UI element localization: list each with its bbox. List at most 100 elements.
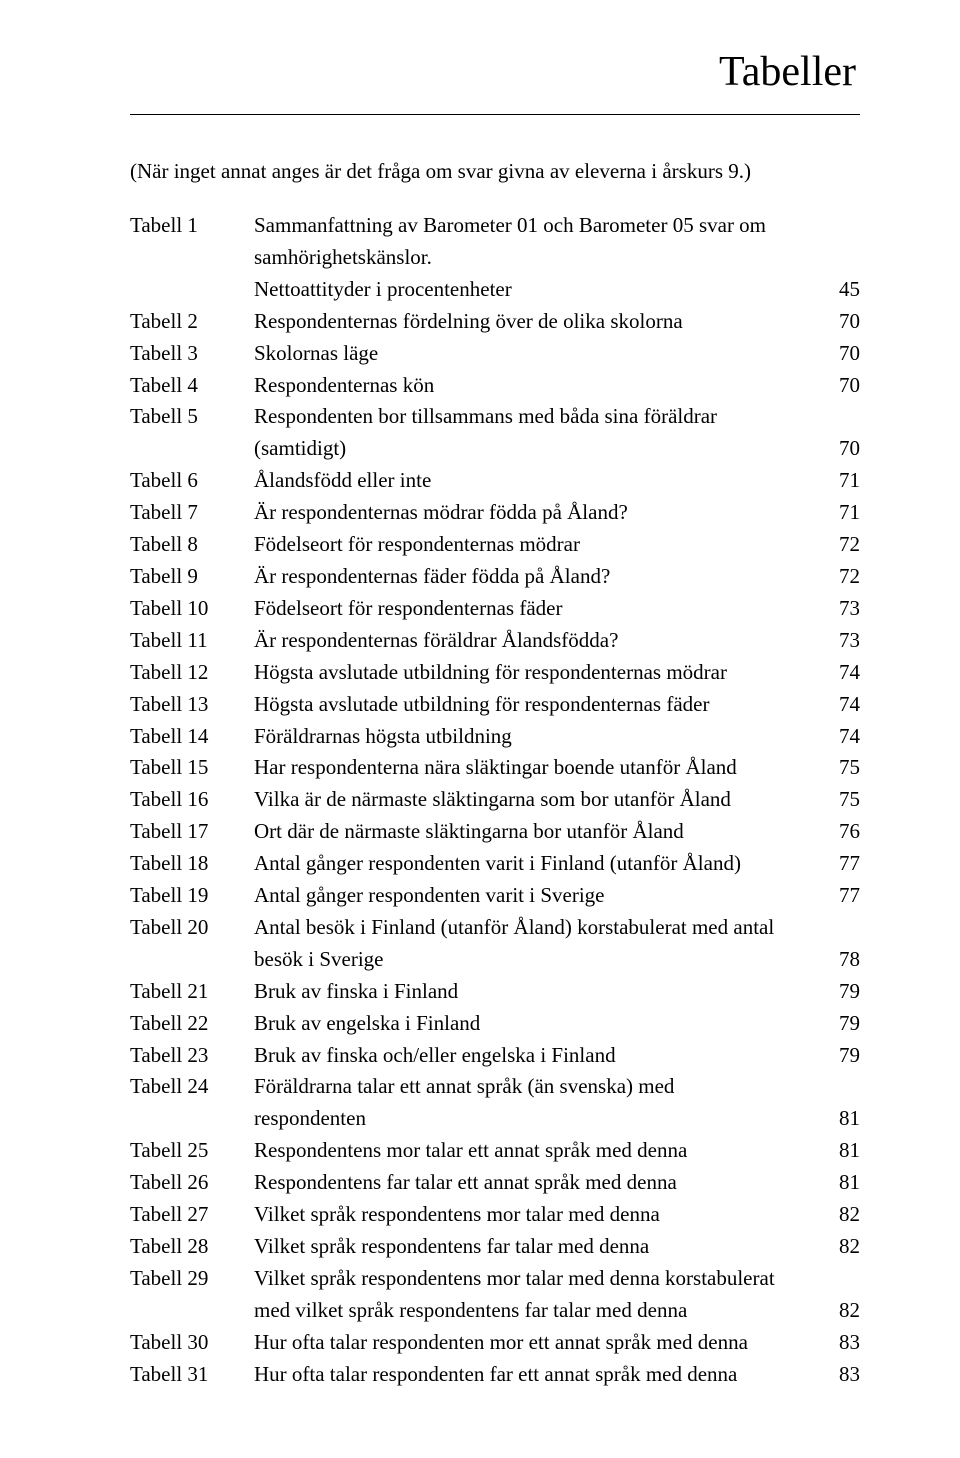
- toc-row-continuation: med vilket språk respondentens far talar…: [254, 1295, 860, 1327]
- toc-row: Tabell 1Sammanfattning av Barometer 01 o…: [130, 210, 860, 242]
- toc-desc: respondenten: [254, 1103, 826, 1135]
- toc-desc: Antal gånger respondenten varit i Finlan…: [254, 848, 826, 880]
- toc-desc: Hur ofta talar respondenten mor ett anna…: [254, 1327, 826, 1359]
- document-page: Tabeller (När inget annat anges är det f…: [0, 0, 960, 1458]
- toc-page: 74: [826, 721, 860, 753]
- toc-page: 72: [826, 529, 860, 561]
- toc-row: Tabell 12Högsta avslutade utbildning för…: [130, 657, 860, 689]
- toc-label: Tabell 14: [130, 721, 254, 753]
- toc-label: Tabell 5: [130, 401, 254, 433]
- toc-row: Tabell 5Respondenten bor tillsammans med…: [130, 401, 860, 433]
- toc-row: Tabell 24Föräldrarna talar ett annat spr…: [130, 1071, 860, 1103]
- toc-desc: Födelseort för respondenternas fäder: [254, 593, 826, 625]
- toc-page: 72: [826, 561, 860, 593]
- toc-page: 79: [826, 976, 860, 1008]
- toc-row: Tabell 4Respondenternas kön70: [130, 370, 860, 402]
- toc-page: [826, 242, 860, 274]
- toc-desc: Antal gånger respondenten varit i Sverig…: [254, 880, 826, 912]
- toc-desc: Är respondenternas föräldrar Ålandsfödda…: [254, 625, 826, 657]
- toc-desc: Vilket språk respondentens mor talar med…: [254, 1263, 826, 1295]
- toc-row: Tabell 17Ort där de närmaste släktingarn…: [130, 816, 860, 848]
- toc-label: Tabell 28: [130, 1231, 254, 1263]
- toc-label: Tabell 18: [130, 848, 254, 880]
- toc-label: Tabell 24: [130, 1071, 254, 1103]
- toc-label: Tabell 9: [130, 561, 254, 593]
- toc-label: Tabell 11: [130, 625, 254, 657]
- toc-desc: Födelseort för respondenternas mödrar: [254, 529, 826, 561]
- toc-label: Tabell 16: [130, 784, 254, 816]
- toc-label: Tabell 20: [130, 912, 254, 944]
- toc-page: 83: [826, 1327, 860, 1359]
- toc-row: Tabell 7Är respondenternas mödrar födda …: [130, 497, 860, 529]
- toc-page: 78: [826, 944, 860, 976]
- toc-row: Tabell 10Födelseort för respondenternas …: [130, 593, 860, 625]
- toc-label: Tabell 22: [130, 1008, 254, 1040]
- toc-row: Tabell 30Hur ofta talar respondenten mor…: [130, 1327, 860, 1359]
- toc-desc: Ålandsfödd eller inte: [254, 465, 826, 497]
- toc-page: 74: [826, 657, 860, 689]
- toc-page: 74: [826, 689, 860, 721]
- toc-label: Tabell 8: [130, 529, 254, 561]
- toc-row: Tabell 23Bruk av finska och/eller engels…: [130, 1040, 860, 1072]
- divider: [130, 114, 860, 115]
- toc-page: 81: [826, 1103, 860, 1135]
- toc-desc: Skolornas läge: [254, 338, 826, 370]
- toc-row: Tabell 15Har respondenterna nära släktin…: [130, 752, 860, 784]
- toc-page: 73: [826, 593, 860, 625]
- toc-label: Tabell 30: [130, 1327, 254, 1359]
- toc-label: Tabell 27: [130, 1199, 254, 1231]
- toc-label: Tabell 15: [130, 752, 254, 784]
- toc-page: 45: [826, 274, 860, 306]
- toc-page: 70: [826, 306, 860, 338]
- note-text: (När inget annat anges är det fråga om s…: [130, 159, 860, 184]
- toc-label: Tabell 19: [130, 880, 254, 912]
- toc-page: 82: [826, 1295, 860, 1327]
- toc-row: Tabell 25Respondentens mor talar ett ann…: [130, 1135, 860, 1167]
- toc-row-continuation: samhörighetskänslor.: [254, 242, 860, 274]
- toc-row-continuation: (samtidigt)70: [254, 433, 860, 465]
- toc-desc: Vilka är de närmaste släktingarna som bo…: [254, 784, 826, 816]
- toc-row: Tabell 6Ålandsfödd eller inte71: [130, 465, 860, 497]
- toc-row: Tabell 14Föräldrarnas högsta utbildning7…: [130, 721, 860, 753]
- toc-desc: Föräldrarnas högsta utbildning: [254, 721, 826, 753]
- toc-row: Tabell 3Skolornas läge70: [130, 338, 860, 370]
- toc-page: 77: [826, 848, 860, 880]
- toc-row: Tabell 2Respondenternas fördelning över …: [130, 306, 860, 338]
- toc-row: Tabell 31Hur ofta talar respondenten far…: [130, 1359, 860, 1391]
- toc-label: Tabell 6: [130, 465, 254, 497]
- toc-page: 70: [826, 338, 860, 370]
- toc-page: 83: [826, 1359, 860, 1391]
- toc-page: 70: [826, 370, 860, 402]
- toc-desc: Respondenternas fördelning över de olika…: [254, 306, 826, 338]
- toc-desc: Högsta avslutade utbildning för responde…: [254, 689, 826, 721]
- toc-row-continuation: besök i Sverige78: [254, 944, 860, 976]
- toc-desc: Bruk av engelska i Finland: [254, 1008, 826, 1040]
- toc-label: Tabell 1: [130, 210, 254, 242]
- page-title: Tabeller: [130, 48, 860, 96]
- toc-desc: Vilket språk respondentens far talar med…: [254, 1231, 826, 1263]
- toc-desc: Respondentens mor talar ett annat språk …: [254, 1135, 826, 1167]
- toc-row: Tabell 11Är respondenternas föräldrar Ål…: [130, 625, 860, 657]
- toc-label: Tabell 31: [130, 1359, 254, 1391]
- toc-desc: Högsta avslutade utbildning för responde…: [254, 657, 826, 689]
- toc-label: Tabell 29: [130, 1263, 254, 1295]
- toc-desc: Är respondenternas mödrar födda på Åland…: [254, 497, 826, 529]
- toc-label: Tabell 13: [130, 689, 254, 721]
- toc-desc: Vilket språk respondentens mor talar med…: [254, 1199, 826, 1231]
- toc-row: Tabell 9Är respondenternas fäder födda p…: [130, 561, 860, 593]
- toc-page: 79: [826, 1040, 860, 1072]
- toc-label: Tabell 23: [130, 1040, 254, 1072]
- toc-page: 82: [826, 1199, 860, 1231]
- toc-label: Tabell 3: [130, 338, 254, 370]
- toc-desc: med vilket språk respondentens far talar…: [254, 1295, 826, 1327]
- toc-row: Tabell 27Vilket språk respondentens mor …: [130, 1199, 860, 1231]
- toc-label: Tabell 25: [130, 1135, 254, 1167]
- toc-label: Tabell 4: [130, 370, 254, 402]
- toc-desc: Ort där de närmaste släktingarna bor uta…: [254, 816, 826, 848]
- toc-label: Tabell 2: [130, 306, 254, 338]
- toc-row: Tabell 29Vilket språk respondentens mor …: [130, 1263, 860, 1295]
- toc-desc: (samtidigt): [254, 433, 826, 465]
- toc-label: Tabell 12: [130, 657, 254, 689]
- toc-label: Tabell 7: [130, 497, 254, 529]
- toc-row: Tabell 28Vilket språk respondentens far …: [130, 1231, 860, 1263]
